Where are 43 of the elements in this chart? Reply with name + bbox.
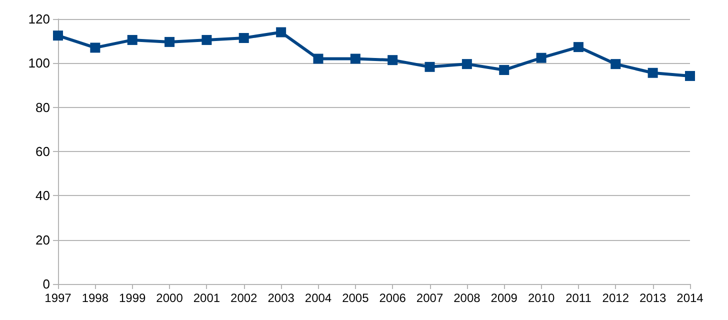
point xyxy=(499,65,510,76)
point xyxy=(462,59,472,70)
y-tick-label: 80 xyxy=(36,100,50,115)
point xyxy=(90,42,100,53)
point xyxy=(685,70,695,81)
x-tick-label: 2008 xyxy=(454,291,481,305)
x-tick-label: 2011 xyxy=(566,291,592,305)
point xyxy=(202,34,212,45)
x-tick-label: 2012 xyxy=(602,291,630,305)
x-tick-label: 2003 xyxy=(268,291,295,305)
x-tick-label: 2004 xyxy=(304,291,332,305)
x-tick-label: 1997 xyxy=(44,291,72,305)
point xyxy=(648,68,658,78)
point xyxy=(53,30,63,41)
point xyxy=(127,34,138,45)
x-tick-label: 1998 xyxy=(82,291,109,305)
y-tick-label: 120 xyxy=(28,12,50,26)
y-tick-label: 0 xyxy=(42,276,50,292)
point xyxy=(350,54,360,64)
x-tick-label: 1999 xyxy=(119,291,146,305)
point xyxy=(276,27,286,38)
y-tick-label: 60 xyxy=(36,144,50,159)
x-tick-label: 2001 xyxy=(193,291,220,305)
x-tick-label: 2014 xyxy=(676,291,704,305)
point xyxy=(238,32,249,43)
y-tick-label: 40 xyxy=(36,188,50,204)
point xyxy=(164,36,175,47)
x-tick-label: 2007 xyxy=(416,291,444,305)
x-tick-label: 2010 xyxy=(528,291,555,305)
point xyxy=(573,42,584,52)
x-tick-label: 2009 xyxy=(490,291,518,305)
point xyxy=(424,62,435,72)
point xyxy=(536,52,546,63)
point xyxy=(388,55,398,66)
y-tick-label: 20 xyxy=(36,232,50,248)
x-tick-label: 2006 xyxy=(379,291,406,305)
x-tick-label: 2000 xyxy=(156,291,184,305)
x-tick-label: 2005 xyxy=(342,291,370,305)
x-tick-label: 2002 xyxy=(230,291,258,305)
y-tick-label: 100 xyxy=(28,56,50,71)
point xyxy=(313,54,324,64)
x-tick-label: 2013 xyxy=(639,291,666,305)
point xyxy=(610,59,621,70)
